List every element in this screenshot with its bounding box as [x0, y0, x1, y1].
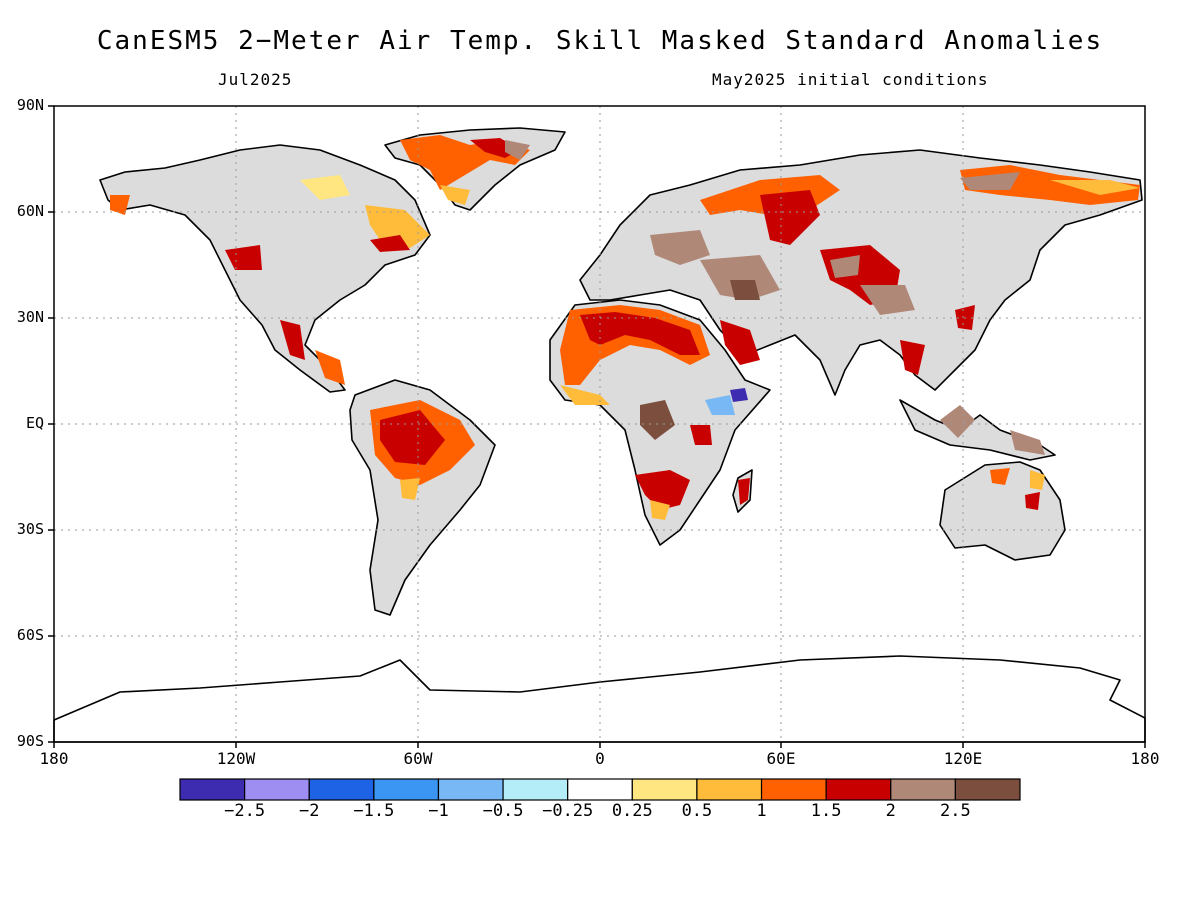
colorbar-tick-label: −0.25	[542, 801, 594, 821]
colorbar-swatch	[244, 778, 310, 801]
colorbar-swatch	[179, 778, 246, 801]
valid-month: Jul2025	[218, 70, 293, 89]
lon-label-0: 0	[595, 749, 605, 768]
colorbar	[179, 778, 1021, 801]
antarctica	[53, 655, 1146, 743]
colorbar-swatch	[890, 778, 956, 801]
initial-conditions: May2025 initial conditions	[712, 70, 989, 89]
colorbar-swatch	[502, 778, 569, 801]
colorbar-tick-label: −0.5	[482, 801, 524, 821]
colorbar-swatch	[567, 778, 633, 801]
lon-label-120e: 120E	[943, 749, 983, 768]
colorbar-tick-label: 2.5	[940, 801, 971, 821]
lat-label-60s: 60S	[16, 626, 44, 644]
lat-label-30s: 30S	[16, 520, 44, 538]
colorbar-swatch	[631, 778, 698, 801]
colorbar-swatch	[308, 778, 375, 801]
colorbar-tick-label: −2	[298, 801, 320, 821]
lat-label-90n: 90N	[16, 96, 44, 114]
page-title: CanESM5 2−Meter Air Temp. Skill Masked S…	[96, 26, 1104, 56]
colorbar-tick-label: 0.25	[611, 801, 653, 821]
lon-label-60w: 60W	[403, 749, 433, 768]
colorbar-tick-label: −1.5	[353, 801, 395, 821]
lon-label-180e: 180	[1130, 749, 1160, 768]
colorbar-swatch	[825, 778, 892, 801]
colorbar-swatch	[437, 778, 504, 801]
colorbar-tick-label: 2	[885, 801, 896, 821]
colorbar-tick-label: 0.5	[681, 801, 713, 821]
colorbar-swatch	[760, 778, 827, 801]
axis-ticks	[48, 105, 1146, 748]
lat-label-30n: 30N	[16, 308, 44, 326]
anomaly-patches	[110, 135, 1140, 520]
colorbar-tick-label: −2.5	[224, 801, 266, 821]
lat-label-eq: EQ	[25, 414, 44, 432]
lat-label-90s: 90S	[16, 732, 44, 750]
colorbar-tick-label: −1	[428, 801, 449, 821]
colorbar-tick-label: 1.5	[810, 801, 842, 821]
colorbar-swatch	[696, 778, 763, 801]
graticule	[54, 106, 1145, 742]
colorbar-swatch	[954, 778, 1021, 801]
north-america	[99, 144, 431, 393]
lon-label-180w: 180	[39, 749, 69, 768]
colorbar-tick-label: 1	[756, 801, 767, 821]
lat-label-60n: 60N	[16, 202, 44, 220]
lon-label-120w: 120W	[216, 749, 256, 768]
colorbar-swatch	[373, 778, 440, 801]
lon-label-60e: 60E	[766, 749, 796, 768]
